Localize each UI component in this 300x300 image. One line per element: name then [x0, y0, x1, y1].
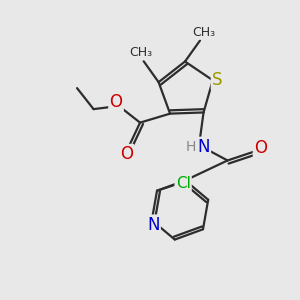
Text: O: O: [254, 140, 267, 158]
Text: H: H: [185, 140, 196, 154]
Text: O: O: [110, 93, 123, 111]
Text: CH₃: CH₃: [192, 26, 215, 39]
Text: S: S: [212, 71, 223, 89]
Text: Cl: Cl: [176, 176, 190, 191]
Text: N: N: [147, 216, 160, 234]
Text: O: O: [120, 145, 133, 163]
Text: CH₃: CH₃: [129, 46, 152, 59]
Text: N: N: [197, 138, 210, 156]
